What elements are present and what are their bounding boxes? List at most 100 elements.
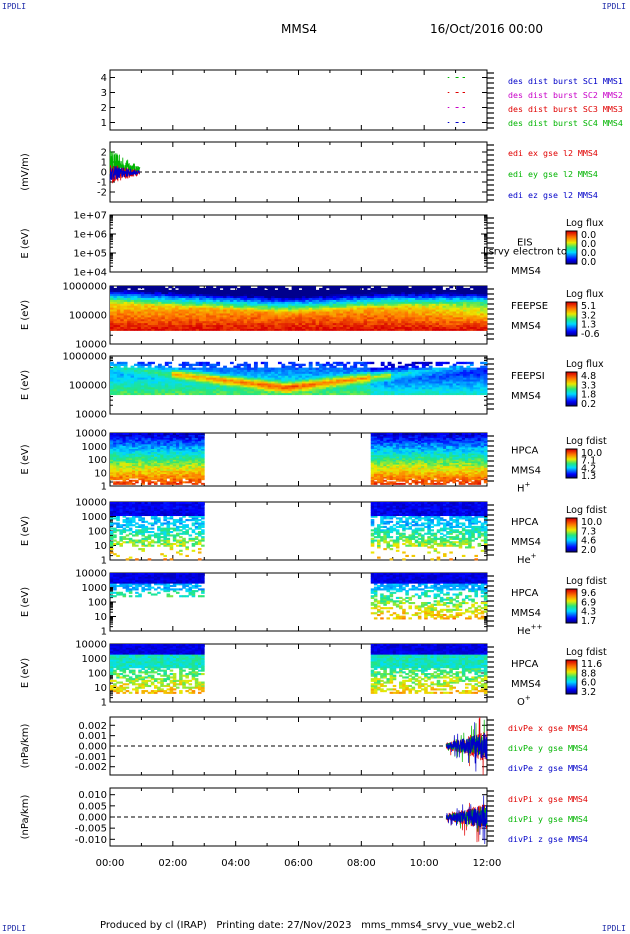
eis-panel-cbar-title: Log flux — [566, 218, 604, 229]
hpca-he-panel-cbar-cell — [566, 549, 577, 552]
feepse-panel-spectrogram — [110, 286, 488, 331]
hpca-hepp-panel-cbar-cell — [566, 612, 577, 615]
hpca-o-panel-cbar-tick-label: 6.0 — [581, 678, 596, 689]
hpca-o-panel-ytick-label: 1000 — [82, 654, 107, 665]
hpca-o-panel-ytick-label: 100 — [88, 669, 107, 680]
feepsi-panel-cbar-tick-label: 3.3 — [581, 380, 596, 391]
feepse-panel-cbar-cell — [566, 311, 577, 313]
feepse-panel-cbar-cell — [566, 317, 577, 320]
hpca-h-panel-cbar-cell — [566, 449, 577, 452]
eis-panel-cbar-cell — [566, 255, 577, 257]
hpca-h-panel-ytick-label: 1000 — [82, 442, 107, 453]
eis-panel-cbar-cell — [566, 234, 577, 236]
eis-panel-cbar-cell — [566, 242, 577, 244]
feepse-panel-cbar-cell — [566, 305, 577, 308]
hpca-o-panel-cbar-cell — [566, 690, 577, 693]
feepse-panel-cbar-cell — [566, 328, 577, 330]
burst-panel-ytick-label: 4 — [101, 73, 107, 84]
eis-panel-ylabel: E (eV) — [20, 228, 31, 258]
corner-label-bottom-right: IPDLI — [601, 924, 626, 933]
hpca-hepp-panel-spacecraft-label: MMS4 — [511, 608, 541, 619]
feepsi-panel-cbar-cell — [566, 384, 577, 387]
hpca-he-panel-species-label: He+ — [517, 552, 537, 566]
hpca-hepp-panel-instrument-label: HPCA — [511, 588, 539, 599]
hpca-he-panel-ytick-label: 10000 — [75, 498, 107, 509]
x-tick-label: 00:00 — [96, 858, 125, 869]
feepsi-panel-cbar-cell — [566, 399, 577, 401]
eis-panel-instrument-label: EIS — [517, 238, 533, 249]
eis-panel-cbar-cell — [566, 248, 577, 251]
divpe-panel-series-line — [445, 722, 488, 772]
hpca-o-panel-cbar-cell — [566, 661, 577, 663]
hpca-hepp-panel-cbar-cell — [566, 608, 577, 610]
eis-panel-ytick-label: 1e+06 — [73, 230, 107, 241]
date-title: 16/Oct/2016 00:00 — [430, 22, 544, 36]
hpca-hepp-panel-ylabel: E (eV) — [20, 587, 31, 617]
burst-panel-frame — [109, 69, 488, 131]
hpca-hepp-panel-cbar-cell — [566, 600, 577, 602]
hpca-he-panel-cbar-frame — [565, 517, 578, 553]
burst-panel-legend-entry: des dist burst SC2 MMS2 — [508, 90, 623, 100]
hpca-o-panel-cbar-cell — [566, 684, 577, 687]
hpca-he-panel-cbar-cell — [566, 522, 577, 525]
hpca-o-panel-ylabel: E (eV) — [20, 658, 31, 688]
feepse-panel-cbar-cell — [566, 306, 577, 309]
feepse-panel-cbar-cell — [566, 313, 577, 315]
hpca-o-panel-ytick-label: 10000 — [75, 640, 107, 651]
hpca-hepp-panel-cbar-frame — [565, 588, 578, 624]
divpi-panel-ytick-label: -0.010 — [75, 835, 107, 846]
eis-panel-cbar-cell — [566, 259, 577, 262]
eis-panel-cbar-cell — [566, 243, 577, 245]
edi-panel-legend-entry: edi ex gse l2 MMS4 — [508, 148, 598, 158]
hpca-he-panel-ytick-label: 10 — [94, 541, 107, 552]
hpca-he-panel-cbar-cell — [566, 519, 577, 521]
burst-panel-legend-entry: des dist burst SC3 MMS3 — [508, 104, 623, 114]
hpca-hepp-panel-cbar-cell — [566, 618, 577, 621]
feepsi-panel-cbar-cell — [566, 386, 577, 389]
feepse-panel-cbar-cell — [566, 324, 577, 327]
feepsi-panel-cbar-cell — [566, 373, 577, 375]
feepsi-panel-cbar-cell — [566, 403, 577, 406]
hpca-h-panel-ytick-label: 100 — [88, 455, 107, 466]
hpca-he-panel-cbar-cell — [566, 524, 577, 527]
feepsi-panel-ytick-label: 1000000 — [62, 352, 107, 363]
hpca-h-panel-cbar-cell — [566, 461, 577, 464]
hpca-o-panel-cbar-cell — [566, 670, 577, 672]
eis-panel-frame — [109, 214, 488, 273]
hpca-hepp-panel-ytick-label: 10000 — [75, 569, 107, 580]
spacecraft-title: MMS4 — [281, 22, 317, 36]
hpca-he-panel-ylabel: E (eV) — [20, 516, 31, 546]
eis-panel-cbar-cell — [566, 236, 577, 239]
hpca-he-panel-cbar-title: Log fdist — [566, 505, 607, 516]
eis-panel-cbar-tick-label: 0.0 — [581, 257, 596, 268]
divpe-panel-ytick-label: -0.002 — [75, 762, 107, 773]
hpca-he-panel-spacecraft-label: MMS4 — [511, 537, 541, 548]
hpca-h-panel-cbar-cell — [566, 449, 577, 451]
eis-panel-cbar-cell — [566, 249, 577, 252]
hpca-he-panel-cbar-cell — [566, 520, 577, 522]
hpca-he-panel-cbar-tick-label: 10.0 — [581, 517, 602, 528]
feepse-panel-cbar-cell — [566, 326, 577, 329]
hpca-hepp-panel-ytick-label: 1 — [101, 627, 107, 638]
eis-panel-cbar-cell — [566, 254, 577, 256]
feepse-panel-cbar-frame — [565, 301, 578, 337]
hpca-o-panel-cbar-cell — [566, 665, 577, 668]
divpi-panel-ytick-label: 0.010 — [78, 790, 107, 801]
hpca-h-panel-cbar-cell — [566, 470, 577, 472]
eis-panel-cbar-cell — [566, 253, 577, 255]
hpca-h-panel-cbar-cell — [566, 457, 577, 460]
hpca-hepp-panel-cbar-tick-label: 1.7 — [581, 616, 596, 627]
hpca-h-panel-cbar-cell — [566, 467, 577, 469]
eis-panel-cbar-cell — [566, 250, 577, 253]
hpca-he-panel-cbar-tick-label: 4.6 — [581, 536, 596, 547]
hpca-h-panel-spectrogram — [110, 433, 488, 485]
feepsi-panel-ytick-label: 100000 — [69, 381, 107, 392]
hpca-he-panel-cbar-cell — [566, 546, 577, 548]
eis-panel-cbar-cell — [566, 240, 577, 243]
hpca-o-panel-cbar-cell — [566, 660, 577, 662]
hpca-hepp-panel-cbar-tick-label: 9.6 — [581, 588, 596, 599]
hpca-he-panel-cbar-cell — [566, 529, 577, 531]
hpca-o-panel-spacecraft-label: MMS4 — [511, 679, 541, 690]
hpca-o-panel-cbar-cell — [566, 664, 577, 667]
eis-panel-cbar-cell — [566, 237, 577, 240]
